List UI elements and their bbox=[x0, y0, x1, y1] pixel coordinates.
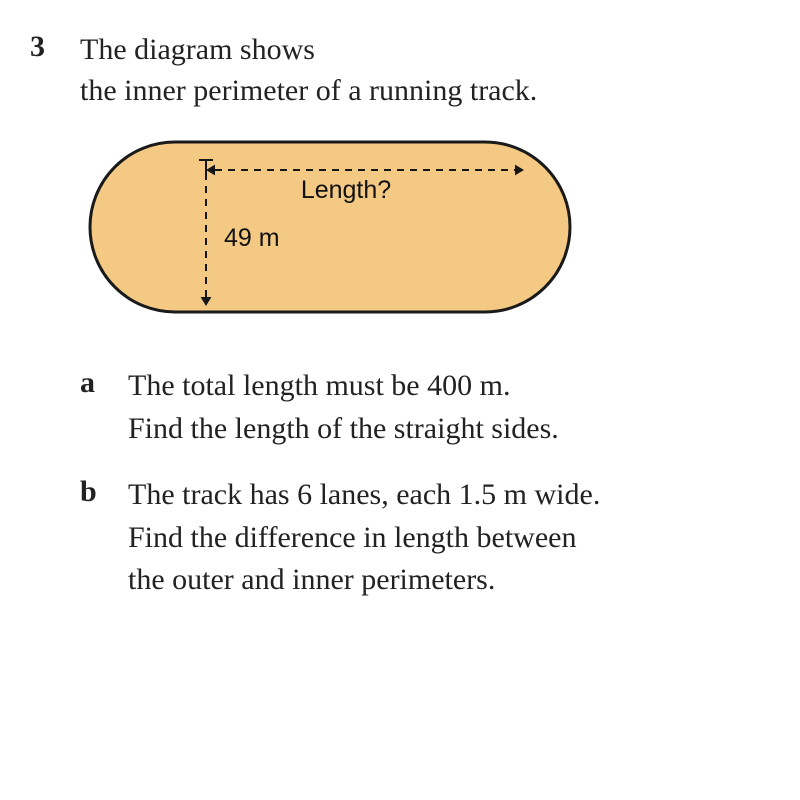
track-svg: Length? 49 m bbox=[86, 138, 586, 328]
part-b-label: b bbox=[80, 475, 128, 509]
part-a-line-1: The total length must be 400 m. bbox=[128, 366, 760, 407]
part-b: b The track has 6 lanes, each 1.5 m wide… bbox=[80, 475, 760, 603]
part-a-body: The total length must be 400 m. Find the… bbox=[128, 366, 760, 451]
question-number: 3 bbox=[30, 30, 80, 64]
part-b-body: The track has 6 lanes, each 1.5 m wide. … bbox=[128, 475, 760, 603]
part-a-label: a bbox=[80, 366, 128, 400]
track-diagram: Length? 49 m bbox=[86, 138, 760, 328]
part-b-line-3: the outer and inner perimeters. bbox=[128, 560, 760, 601]
svg-text:49 m: 49 m bbox=[224, 224, 280, 252]
part-a-line-2: Find the length of the straight sides. bbox=[128, 409, 760, 450]
page: 3 The diagram shows the inner perimeter … bbox=[0, 0, 800, 800]
question-row: 3 The diagram shows the inner perimeter … bbox=[30, 30, 760, 603]
part-b-line-2: Find the difference in length between bbox=[128, 518, 760, 559]
intro-line-2: the inner perimeter of a running track. bbox=[80, 71, 760, 110]
part-a: a The total length must be 400 m. Find t… bbox=[80, 366, 760, 451]
intro-line-1: The diagram shows bbox=[80, 30, 760, 69]
question-body: The diagram shows the inner perimeter of… bbox=[80, 30, 760, 603]
part-b-line-1: The track has 6 lanes, each 1.5 m wide. bbox=[128, 475, 760, 516]
svg-text:Length?: Length? bbox=[301, 176, 391, 204]
